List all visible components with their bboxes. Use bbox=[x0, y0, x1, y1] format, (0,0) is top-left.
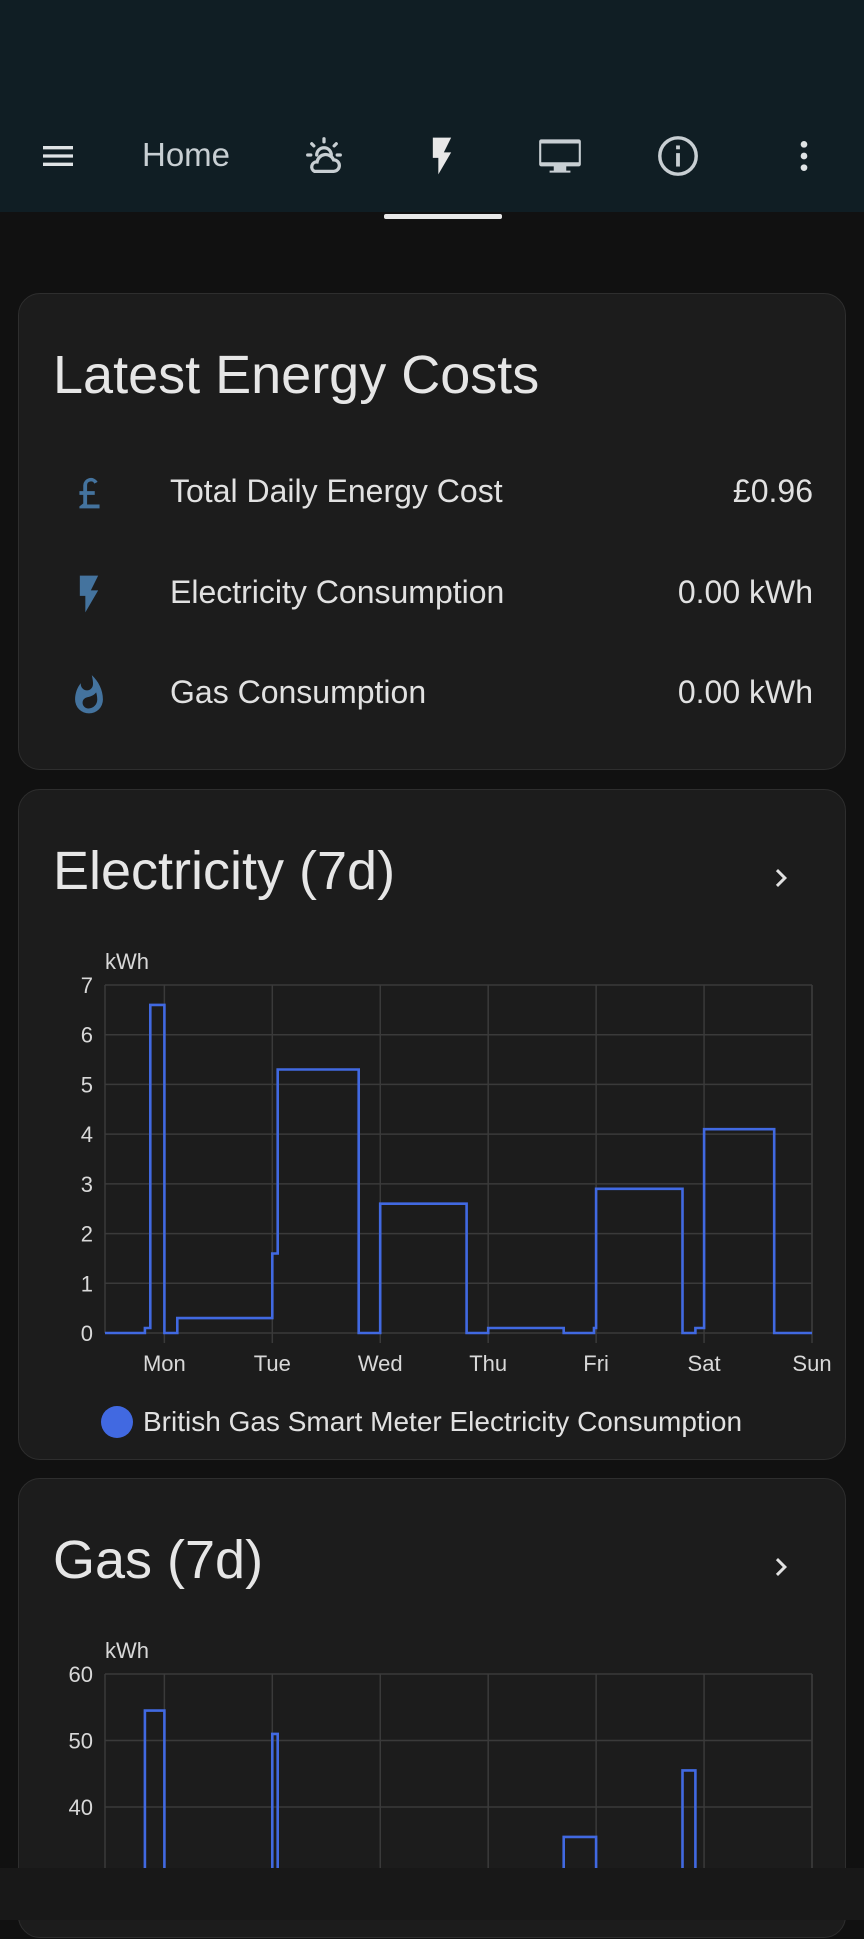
lightning-bolt-icon bbox=[61, 566, 117, 622]
y-tick-label: 50 bbox=[69, 1729, 93, 1754]
tab-weather[interactable] bbox=[296, 118, 352, 194]
x-tick-label: Tue bbox=[254, 1351, 291, 1376]
menu-icon bbox=[43, 146, 73, 166]
x-tick-label: Fri bbox=[583, 1351, 609, 1376]
entity-row-gas-consumption[interactable]: Gas Consumption 0.00 kWh bbox=[19, 654, 847, 734]
electricity-chart: 0 1 2 3 4 5 6 7 kWh Mon Tue Wed Thu Fri Sat Sun bbox=[81, 949, 832, 1376]
card-title: Gas (7d) bbox=[53, 1530, 264, 1590]
entity-value: 0.00 kWh bbox=[677, 574, 813, 610]
active-tab-indicator bbox=[384, 214, 502, 219]
dots-vertical-icon bbox=[800, 141, 808, 171]
weather-partly-cloudy-icon bbox=[306, 137, 342, 173]
legend-label: British Gas Smart Meter Electricity Cons… bbox=[143, 1406, 743, 1437]
y-axis-label: kWh bbox=[105, 949, 149, 974]
gas-chart: 40 50 60 kWh bbox=[69, 1638, 813, 1871]
electricity-chart-card: Electricity (7d) 0 1 2 3 4 5 6 7 kWh Mon Tue Wed Thu… bbox=[18, 789, 846, 1460]
information-icon bbox=[658, 136, 698, 176]
y-tick-label: 2 bbox=[81, 1222, 93, 1247]
y-axis-label: kWh bbox=[105, 1638, 149, 1663]
chevron-right-icon bbox=[775, 1558, 787, 1576]
menu-button[interactable] bbox=[30, 118, 86, 194]
y-tick-label: 0 bbox=[81, 1321, 93, 1346]
overflow-menu-button[interactable] bbox=[782, 118, 826, 194]
dashboard-title[interactable]: Home bbox=[142, 136, 231, 173]
y-tick-label: 4 bbox=[81, 1122, 93, 1147]
tab-energy[interactable] bbox=[414, 118, 470, 194]
entity-name: Total Daily Energy Cost bbox=[170, 473, 503, 509]
y-tick-label: 60 bbox=[69, 1662, 93, 1687]
energy-costs-card: Latest Energy Costs Total Daily Energy C… bbox=[18, 293, 846, 770]
toolbar: Home bbox=[0, 118, 864, 194]
x-tick-label: Mon bbox=[143, 1351, 186, 1376]
y-tick-label: 40 bbox=[69, 1795, 93, 1820]
entity-name: Gas Consumption bbox=[170, 674, 427, 710]
x-tick-label: Wed bbox=[358, 1351, 403, 1376]
more-info-button[interactable] bbox=[761, 858, 801, 898]
tab-info[interactable] bbox=[650, 118, 706, 194]
entity-row-electricity-consumption[interactable]: Electricity Consumption 0.00 kWh bbox=[19, 554, 847, 634]
x-tick-label: Sun bbox=[792, 1351, 831, 1376]
x-tick-label: Thu bbox=[469, 1351, 507, 1376]
series-line bbox=[105, 1003, 812, 1335]
gas-chart-card: Gas (7d) 40 50 60 kWh bbox=[18, 1478, 846, 1938]
x-tick-label: Sat bbox=[688, 1351, 721, 1376]
lightning-bolt-icon bbox=[432, 137, 452, 175]
monitor-icon bbox=[539, 139, 581, 173]
chevron-right-icon bbox=[775, 869, 787, 887]
entity-value: 0.00 kWh bbox=[677, 674, 813, 710]
entity-value: £0.96 bbox=[732, 473, 813, 509]
entity-row-total-daily-cost[interactable]: Total Daily Energy Cost £0.96 bbox=[19, 453, 847, 533]
fire-icon bbox=[61, 666, 117, 722]
chart-legend[interactable]: British Gas Smart Meter Electricity Cons… bbox=[101, 1402, 742, 1442]
app-header: Home bbox=[0, 0, 864, 212]
y-tick-label: 1 bbox=[81, 1271, 93, 1296]
y-tick-label: 6 bbox=[81, 1023, 93, 1048]
y-tick-label: 7 bbox=[81, 973, 93, 998]
y-tick-label: 3 bbox=[81, 1172, 93, 1197]
y-tick-label: 5 bbox=[81, 1072, 93, 1097]
legend-swatch bbox=[101, 1406, 133, 1438]
currency-gbp-icon bbox=[61, 465, 117, 521]
card-title: Electricity (7d) bbox=[53, 841, 396, 901]
entity-name: Electricity Consumption bbox=[170, 574, 505, 610]
card-title: Latest Energy Costs bbox=[53, 345, 540, 405]
bottom-edge bbox=[0, 1868, 864, 1920]
tab-media[interactable] bbox=[530, 118, 590, 194]
more-info-button[interactable] bbox=[761, 1547, 801, 1587]
